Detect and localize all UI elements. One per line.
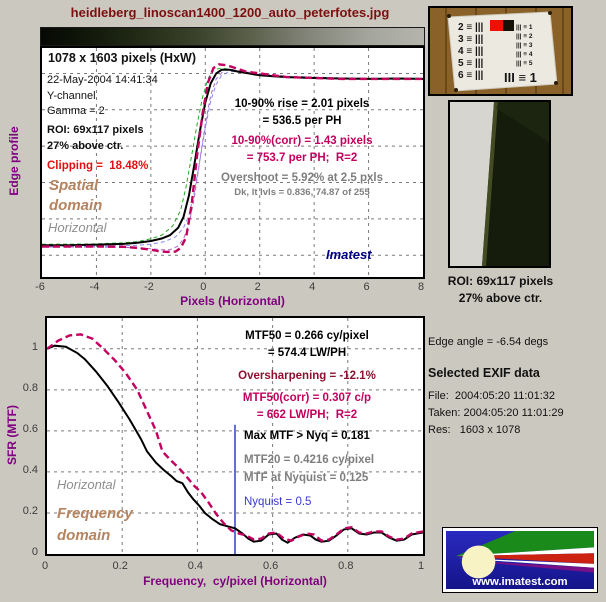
grid-lines bbox=[47, 318, 423, 554]
gamma-label: Gamma = 2 bbox=[47, 105, 105, 117]
mtf50-corrected-annotation-2: = 662 LW/PH; R=2 bbox=[256, 409, 358, 421]
axis-tick-label: 0.6 bbox=[22, 422, 38, 435]
clipping-label: Clipping = 18.48% bbox=[47, 160, 149, 172]
spatial-domain-label-1: Spatial bbox=[49, 177, 99, 194]
mtf20-annotation: MTF20 = 0.4216 cy/pixel bbox=[244, 454, 375, 466]
roi-size-label: ROI: 69x117 pixels bbox=[47, 124, 144, 136]
exif-taken-line: Taken: 2004:05:20 11:01:29 bbox=[428, 407, 564, 419]
levels-annotation: Dk, lt lvls = 0.836, 74.87 of 255 bbox=[234, 187, 370, 198]
chart-row-label: ||| ≡ 1 bbox=[516, 24, 533, 31]
chart-row-label: 6 ≡ ||| bbox=[458, 70, 484, 81]
nyquist-annotation: Nyquist = 0.5 bbox=[244, 496, 312, 508]
spatial-domain-label-2: domain bbox=[49, 197, 103, 214]
curve-red-channel-edge bbox=[42, 67, 423, 245]
axis-tick-label: 0.2 bbox=[22, 504, 38, 517]
axis-tick-label: -6 bbox=[35, 281, 45, 293]
imatest-logo: www.imatest.com bbox=[446, 531, 594, 589]
roi-crop-thumbnail bbox=[448, 100, 551, 268]
mtf-y-axis-label: SFR (MTF) bbox=[5, 405, 19, 465]
chart-row-label: ||| ≡ 3 bbox=[516, 42, 533, 49]
chart-row-label: 3 ≡ ||| bbox=[458, 34, 484, 45]
rise-corrected-annotation-2: = 753.7 per PH; R=2 bbox=[246, 152, 358, 164]
mtf50-annotation-2: = 574.4 LW/PH bbox=[267, 347, 347, 359]
curve-edge-profile-corrected bbox=[42, 63, 423, 254]
figure-title: heidleberg_linoscan1400_1200_auto_peterf… bbox=[70, 5, 390, 20]
curve-mtf-corrected bbox=[47, 333, 423, 542]
axis-tick-label: -4 bbox=[89, 281, 100, 293]
mtf-x-axis-ticks: 0 0.2 0.4 0.6 0.8 1 bbox=[42, 560, 425, 574]
edge-profile-plot: 1078 x 1603 pixels (HxW) 22-May-2004 14:… bbox=[40, 46, 425, 279]
grid-lines bbox=[42, 48, 423, 277]
exif-heading: Selected EXIF data bbox=[428, 366, 540, 380]
axis-tick-label: 8 bbox=[417, 281, 425, 293]
axis-tick-label: 0.4 bbox=[187, 560, 204, 572]
mtf-at-nyquist-annotation: MTF at Nyquist = 0.125 bbox=[244, 472, 369, 484]
roi-caption-line1: ROI: 69x117 pixels bbox=[447, 274, 554, 288]
chart-row-label: 4 ≡ ||| bbox=[458, 46, 484, 57]
edge-angle-label: Edge angle = -6.54 degs bbox=[428, 336, 549, 348]
mtf50-annotation-1: MTF50 = 0.266 cy/pixel bbox=[245, 330, 369, 342]
edge-orientation-label: Horizontal bbox=[48, 220, 107, 235]
channel-label: Y-channel bbox=[47, 90, 96, 102]
test-chart-thumbnail: 2 ≡ ||| 3 ≡ ||| 4 ≡ ||| 5 ≡ ||| 6 ≡ ||| ||| ≡… bbox=[428, 6, 573, 96]
roi-position-label: 27% above ctr. bbox=[47, 140, 124, 152]
roi-marker bbox=[490, 20, 503, 31]
edge-tone-gradient-bar bbox=[40, 27, 425, 46]
axis-tick-label: 0.8 bbox=[338, 560, 354, 572]
logo-moon-icon bbox=[461, 545, 496, 579]
exif-file-line: File: 2004:05:20 11:01:32 bbox=[428, 390, 556, 402]
max-mtf-annotation: Max MTF > Nyq = 0.181 bbox=[244, 430, 370, 442]
mtf-x-axis-label: Frequency, cy/pixel (Horizontal) bbox=[143, 574, 327, 588]
edge-profile-curves bbox=[42, 48, 423, 277]
axis-tick-label: 1 bbox=[31, 340, 38, 353]
chart-row-label: 2 ≡ ||| bbox=[458, 22, 484, 33]
chart-row-label: ||| ≡ 5 bbox=[516, 60, 533, 67]
roi-crop-image bbox=[450, 102, 549, 266]
exif-res-line: Res: 1603 x 1078 bbox=[428, 424, 521, 436]
roi-caption-line2: 27% above ctr. bbox=[458, 291, 543, 305]
axis-tick-label: 0.6 bbox=[262, 560, 279, 572]
axis-tick-label: 0 bbox=[41, 560, 49, 572]
axis-tick-label: 6 bbox=[363, 281, 370, 293]
chart-row-label: ||| ≡ 4 bbox=[516, 51, 533, 58]
imatest-logo-link[interactable]: www.imatest.com bbox=[442, 527, 598, 593]
chart-row-label: ||| ≡ 2 bbox=[516, 33, 533, 40]
edge-x-axis-label: Pixels (Horizontal) bbox=[180, 294, 285, 308]
oversharpening-annotation: Oversharpening = -12.1% bbox=[238, 370, 376, 382]
axis-tick-label: 0.2 bbox=[112, 560, 128, 572]
axis-tick-label: 0.8 bbox=[22, 381, 38, 394]
axis-tick-label: 0.4 bbox=[22, 463, 38, 476]
mtf50-corrected-annotation-1: MTF50(corr) = 0.307 c/p bbox=[242, 392, 372, 404]
rise-annotation-1: 10-90% rise = 2.01 pixels bbox=[234, 98, 370, 110]
mtf-curves bbox=[47, 318, 423, 554]
test-chart-image: 2 ≡ |||3 ≡ |||4 ≡ |||5 ≡ |||6 ≡ ||| ||| ≡… bbox=[430, 8, 571, 94]
mtf-plot: MTF50 = 0.266 cy/pixel = 574.4 LW/PH Ove… bbox=[45, 316, 425, 556]
axis-tick-label: 4 bbox=[309, 281, 316, 293]
chart-row-label: 5 ≡ ||| bbox=[458, 58, 484, 69]
frequency-domain-label-2: domain bbox=[57, 527, 111, 544]
edge-x-axis-ticks: -6 -4 -2 0 2 4 6 8 bbox=[35, 281, 425, 295]
axis-tick-label: 2 bbox=[254, 281, 261, 293]
chart-bottom-label: III ≡ 1 bbox=[504, 70, 537, 85]
image-date-label: 22-May-2004 14:41:34 bbox=[47, 74, 158, 86]
axis-tick-label: -2 bbox=[143, 281, 154, 293]
edge-y-axis-label: Edge profile bbox=[7, 126, 21, 196]
axis-tick-label: 0 bbox=[200, 281, 207, 293]
mtf-y-axis-ticks: 0 0.2 0.4 0.6 0.8 1 bbox=[0, 316, 40, 558]
axis-tick-label: 1 bbox=[417, 560, 425, 572]
rise-corrected-annotation-1: 10-90%(corr) = 1.43 pixels bbox=[231, 135, 373, 147]
axis-tick-label: 0 bbox=[31, 546, 38, 558]
frequency-domain-label-1: Frequency bbox=[57, 505, 133, 522]
logo-url-text: www.imatest.com bbox=[471, 576, 567, 588]
imatest-watermark: Imatest bbox=[326, 247, 372, 262]
rise-annotation-2: = 536.5 per PH bbox=[262, 115, 342, 127]
mtf-orientation-label: Horizontal bbox=[57, 477, 116, 492]
image-size-label: 1078 x 1603 pixels (HxW) bbox=[48, 51, 196, 65]
overshoot-annotation: Overshoot = 5.92% at 2.5 pxls bbox=[220, 172, 384, 184]
